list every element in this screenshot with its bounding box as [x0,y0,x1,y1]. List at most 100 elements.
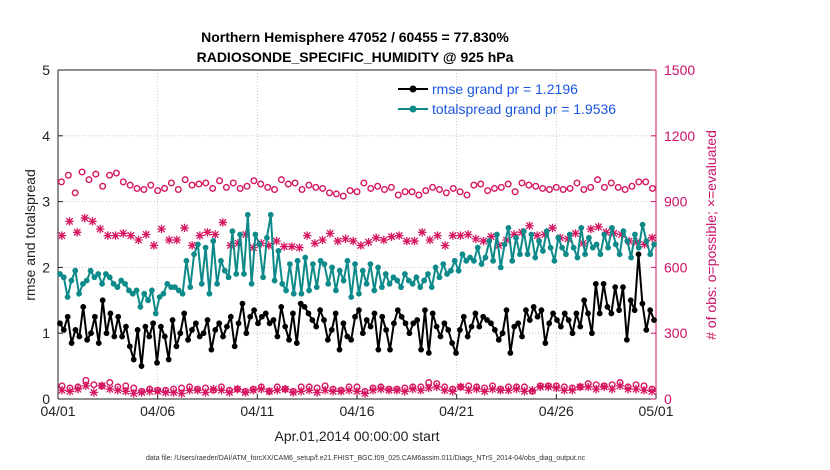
obs-evaluated-marker [141,230,151,239]
y-axis-label-left: rmse and totalspread [22,169,38,301]
spread-data-point [471,257,477,264]
spread-data-point [448,267,454,274]
spread-data-point [122,280,128,287]
spread-data-point [141,290,148,297]
rmse-data-point [95,340,102,346]
spread-data-point [206,290,213,297]
obs-evaluated-marker [97,381,107,391]
y-tick-label-left: 0 [42,391,50,407]
spread-data-point [486,238,493,244]
spread-data-point [578,225,585,231]
spread-data-point [325,280,332,287]
rmse-data-point [600,280,607,287]
spread-data-point [463,257,470,264]
obs-evaluated-marker [65,217,74,226]
obs-evaluated-marker [552,383,561,393]
obs-possible-marker [504,180,512,188]
obs-evaluated-marker [217,386,226,395]
obs-possible-marker [532,182,540,190]
spread-data-point [160,290,167,297]
spread-data-point [490,257,496,264]
rmse-data-point [620,284,626,291]
rmse-data-point [457,327,463,333]
spread-data-point [344,257,351,264]
rmse-data-point [453,350,459,356]
spread-data-point [202,244,209,251]
x-tick-label: 04/21 [439,403,474,419]
obs-evaluated-marker [295,243,304,252]
obs-evaluated-marker [121,387,130,396]
obs-evaluated-marker [486,232,496,241]
obs-evaluated-marker [328,387,338,396]
obs-possible-marker [367,184,375,192]
obs-evaluated-marker [265,387,274,396]
spread-data-point [106,274,113,281]
spread-data-point [145,297,151,304]
obs-evaluated-marker [417,228,427,237]
rmse-data-point [596,310,603,317]
obs-evaluated-marker [387,232,396,241]
y-tick-label-right: 0 [664,391,672,407]
rmse-data-point [542,340,549,346]
obs-possible-marker [497,183,505,191]
obs-possible-marker [435,186,443,194]
spread-data-point [317,257,324,264]
spread-data-point [425,271,431,277]
rmse-data-point [565,317,572,323]
obs-evaluated-marker [279,242,289,251]
obs-evaluated-marker [623,384,633,394]
obs-possible-marker [415,191,423,199]
rmse-data-point [616,307,623,314]
obs-possible-marker [298,186,306,194]
obs-possible-marker [621,186,629,194]
obs-evaluated-marker [65,387,75,396]
obs-possible-marker [511,188,519,196]
obs-evaluated-marker [193,386,202,395]
obs-possible-marker [229,179,237,187]
spread-data-point [536,238,542,244]
obs-evaluated-marker [153,387,162,396]
obs-possible-marker [573,179,581,187]
y-tick-label-right: 1200 [664,128,695,144]
rmse-data-point [406,330,413,337]
obs-possible-marker [545,186,553,194]
obs-evaluated-marker [528,386,537,395]
obs-possible-marker [209,184,217,192]
spread-data-point [283,287,289,294]
obs-evaluated-marker [126,231,136,240]
rmse-data-point [356,307,362,314]
rmse-data-point [290,310,296,317]
obs-evaluated-marker [371,233,381,242]
rmse-data-point [247,313,254,320]
spread-data-point [386,280,393,287]
obs-possible-marker [126,181,134,189]
obs-possible-marker [243,182,251,190]
obs-evaluated-marker [272,236,281,246]
obs-evaluated-marker [394,231,404,240]
y-tick-label-right: 300 [664,325,688,341]
obs-possible-marker [518,179,526,187]
rmse-data-point [239,300,246,307]
spread-data-point [609,225,615,231]
obs-possible-marker [161,184,169,192]
rmse-data-point [138,363,145,370]
rmse-data-point [72,327,79,333]
obs-evaluated-marker [233,384,242,394]
x-tick-label: 04/16 [339,403,374,419]
rmse-data-point [515,320,522,327]
rmse-data-point [569,330,576,337]
obs-possible-marker [387,183,395,191]
rmse-data-point [534,313,541,320]
spread-data-point [237,231,243,238]
obs-evaluated-marker [302,231,312,240]
rmse-data-point [488,320,494,327]
spread-data-point [118,277,125,284]
legend-label-spread: totalspread grand pr = 1.9536 [432,101,616,117]
rmse-series-line [59,254,656,367]
obs-possible-marker [312,183,320,191]
spread-data-point [375,264,381,271]
obs-evaluated-marker [318,235,327,245]
spread-data-point [244,211,251,218]
obs-evaluated-marker [584,382,593,392]
rmse-data-point [200,330,207,337]
